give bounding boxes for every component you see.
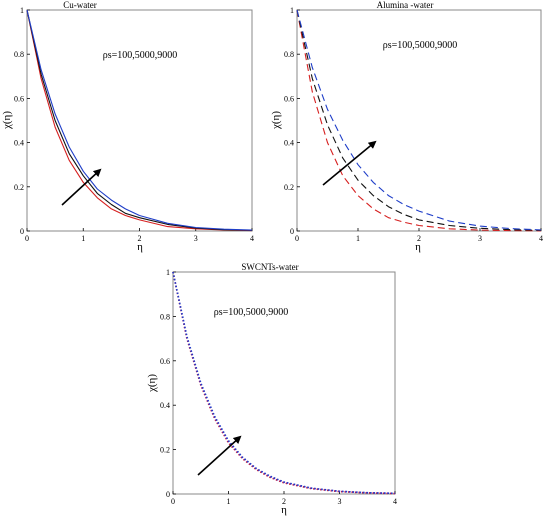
series-line-2	[296, 9, 542, 231]
y-tick-label: 0.6	[14, 94, 24, 103]
x-tick-label: 4	[393, 497, 397, 506]
x-tick-label: 3	[194, 234, 198, 243]
y-tick-label: 0.4	[160, 401, 170, 410]
x-tick-label: 2	[417, 234, 421, 243]
x-tick-label: 3	[338, 497, 342, 506]
rho-annotation: ρs=100,5000,9000	[103, 50, 178, 61]
plot-frame	[172, 271, 396, 495]
y-tick-label: 0.2	[160, 446, 170, 455]
chart-title: SWCNTs-water	[241, 262, 298, 272]
x-tick-label: 1	[81, 234, 85, 243]
x-tick-label: 0	[25, 234, 29, 243]
y-tick-label: 0.8	[160, 312, 170, 321]
series-line-1	[26, 9, 253, 232]
chart-panel-alumina-water: 0 1 2 3 4 0 0.2 0.4 0.6 0.8 1 Alumina -water ρs=100,…	[270, 0, 543, 253]
y-tick-label: 0.6	[284, 94, 294, 103]
series-line-3	[26, 9, 253, 231]
chart-title: Cu-water	[63, 0, 97, 10]
y-tick-label: 0.4	[284, 139, 294, 148]
y-axis-label: χ(η)	[270, 111, 282, 130]
y-tick-label: 1	[20, 6, 24, 15]
series-line-1	[296, 9, 542, 232]
trend-arrow	[197, 435, 242, 476]
chart-panel-swcnts-water: 0 1 2 3 4 0 0.2 0.4 0.6 0.8 1 SWCNTs-water ρs=100,50…	[146, 262, 397, 516]
y-axis-label: χ(η)	[1, 111, 13, 130]
y-axis-label: χ(η)	[146, 374, 158, 393]
y-tick-label: 0.2	[14, 183, 24, 192]
series-line-2	[26, 9, 253, 231]
x-tick-label: 1	[227, 497, 231, 506]
series-line-3	[172, 271, 396, 495]
chart-panel-cu-water: 0 1 2 3 4 0 0.2 0.4 0.6 0.8 1 Cu-water ρs=100,5000,9…	[1, 0, 254, 253]
y-tick-label: 0.8	[284, 50, 294, 59]
x-axis-label: η	[415, 241, 421, 253]
y-tick-label: 1	[166, 268, 170, 277]
x-tick-label: 2	[138, 234, 142, 243]
chart-title: Alumina -water	[377, 0, 434, 10]
x-tick-label: 0	[171, 497, 175, 506]
trend-arrow	[61, 168, 102, 206]
x-axis-label: η	[281, 504, 287, 516]
y-tick-label: 0.2	[284, 183, 294, 192]
y-tick-label: 0	[20, 227, 24, 236]
x-axis-label: η	[137, 241, 143, 253]
series-line-2	[172, 271, 396, 495]
y-tick-label: 0.6	[160, 357, 170, 366]
x-tick-label: 1	[356, 234, 360, 243]
series-line-1	[172, 271, 396, 495]
trend-arrow	[322, 140, 377, 186]
rho-annotation: ρs=100,5000,9000	[214, 307, 289, 318]
rho-annotation: ρs=100,5000,9000	[383, 40, 458, 51]
x-tick-label: 4	[539, 234, 543, 243]
y-tick-label: 0.4	[14, 139, 24, 148]
y-tick-label: 0.8	[14, 50, 24, 59]
plot-frame	[26, 9, 253, 232]
y-tick-label: 0	[290, 227, 294, 236]
x-tick-label: 2	[282, 497, 286, 506]
y-tick-label: 1	[290, 6, 294, 15]
x-tick-label: 3	[478, 234, 482, 243]
y-tick-label: 0	[166, 490, 170, 499]
x-tick-label: 4	[250, 234, 254, 243]
series-line-3	[296, 9, 542, 231]
x-tick-label: 0	[295, 234, 299, 243]
